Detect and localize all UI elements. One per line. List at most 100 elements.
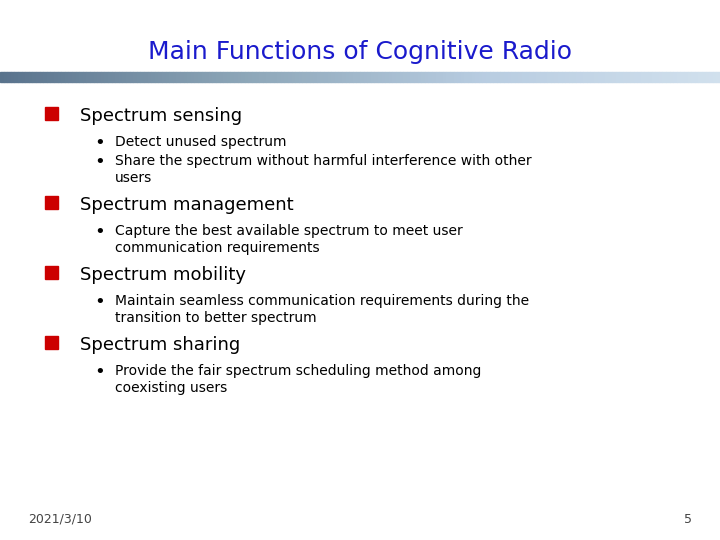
Text: •: •: [94, 153, 105, 171]
Bar: [194, 72, 198, 82]
Bar: [277, 72, 281, 82]
Bar: [241, 72, 245, 82]
Bar: [155, 72, 158, 82]
Bar: [25, 72, 29, 82]
Bar: [58, 72, 61, 82]
Bar: [371, 72, 374, 82]
Bar: [209, 72, 212, 82]
Bar: [45, 336, 58, 349]
Bar: [673, 72, 677, 82]
Bar: [425, 72, 428, 82]
Text: Main Functions of Cognitive Radio: Main Functions of Cognitive Radio: [148, 40, 572, 64]
Text: Spectrum sensing: Spectrum sensing: [80, 107, 242, 125]
Bar: [605, 72, 608, 82]
Bar: [47, 72, 50, 82]
Bar: [659, 72, 662, 82]
Bar: [14, 72, 18, 82]
Bar: [536, 72, 540, 82]
Bar: [443, 72, 446, 82]
Bar: [191, 72, 194, 82]
Bar: [331, 72, 335, 82]
Bar: [140, 72, 144, 82]
Bar: [234, 72, 238, 82]
Bar: [4, 72, 7, 82]
Text: Maintain seamless communication requirements during the: Maintain seamless communication requirem…: [115, 294, 529, 308]
Bar: [230, 72, 234, 82]
Bar: [97, 72, 101, 82]
Bar: [317, 72, 320, 82]
Bar: [76, 72, 79, 82]
Bar: [45, 196, 58, 209]
Text: •: •: [94, 223, 105, 241]
Bar: [450, 72, 454, 82]
Bar: [328, 72, 331, 82]
Bar: [400, 72, 403, 82]
Bar: [108, 72, 112, 82]
Bar: [176, 72, 180, 82]
Bar: [284, 72, 288, 82]
Bar: [630, 72, 634, 82]
Bar: [144, 72, 148, 82]
Bar: [587, 72, 590, 82]
Bar: [36, 72, 40, 82]
Bar: [691, 72, 695, 82]
Bar: [252, 72, 256, 82]
Bar: [162, 72, 166, 82]
Bar: [133, 72, 137, 82]
Bar: [713, 72, 716, 82]
Bar: [367, 72, 371, 82]
Bar: [187, 72, 191, 82]
Bar: [418, 72, 421, 82]
Bar: [410, 72, 414, 82]
Bar: [151, 72, 155, 82]
Bar: [479, 72, 482, 82]
Bar: [612, 72, 616, 82]
Bar: [436, 72, 439, 82]
Bar: [158, 72, 162, 82]
Bar: [198, 72, 202, 82]
Bar: [576, 72, 580, 82]
Bar: [626, 72, 630, 82]
Bar: [216, 72, 220, 82]
Bar: [259, 72, 263, 82]
Text: Share the spectrum without harmful interference with other: Share the spectrum without harmful inter…: [115, 154, 531, 168]
Bar: [205, 72, 209, 82]
Bar: [227, 72, 230, 82]
Bar: [500, 72, 504, 82]
Bar: [104, 72, 108, 82]
Text: Spectrum management: Spectrum management: [80, 196, 294, 214]
Bar: [45, 107, 58, 120]
Bar: [702, 72, 706, 82]
Bar: [223, 72, 227, 82]
Bar: [648, 72, 652, 82]
Bar: [281, 72, 284, 82]
Text: •: •: [94, 293, 105, 311]
Bar: [486, 72, 490, 82]
Bar: [428, 72, 432, 82]
Bar: [396, 72, 400, 82]
Bar: [637, 72, 641, 82]
Bar: [212, 72, 216, 82]
Bar: [601, 72, 605, 82]
Bar: [497, 72, 500, 82]
Bar: [594, 72, 598, 82]
Bar: [590, 72, 594, 82]
Bar: [551, 72, 554, 82]
Bar: [493, 72, 497, 82]
Bar: [346, 72, 349, 82]
Bar: [349, 72, 353, 82]
Bar: [202, 72, 205, 82]
Text: transition to better spectrum: transition to better spectrum: [115, 311, 317, 325]
Bar: [508, 72, 511, 82]
Text: Spectrum sharing: Spectrum sharing: [80, 336, 240, 354]
Bar: [558, 72, 562, 82]
Bar: [173, 72, 176, 82]
Bar: [256, 72, 259, 82]
Bar: [68, 72, 72, 82]
Bar: [360, 72, 364, 82]
Bar: [353, 72, 356, 82]
Bar: [698, 72, 702, 82]
Bar: [421, 72, 425, 82]
Bar: [454, 72, 457, 82]
Bar: [266, 72, 270, 82]
